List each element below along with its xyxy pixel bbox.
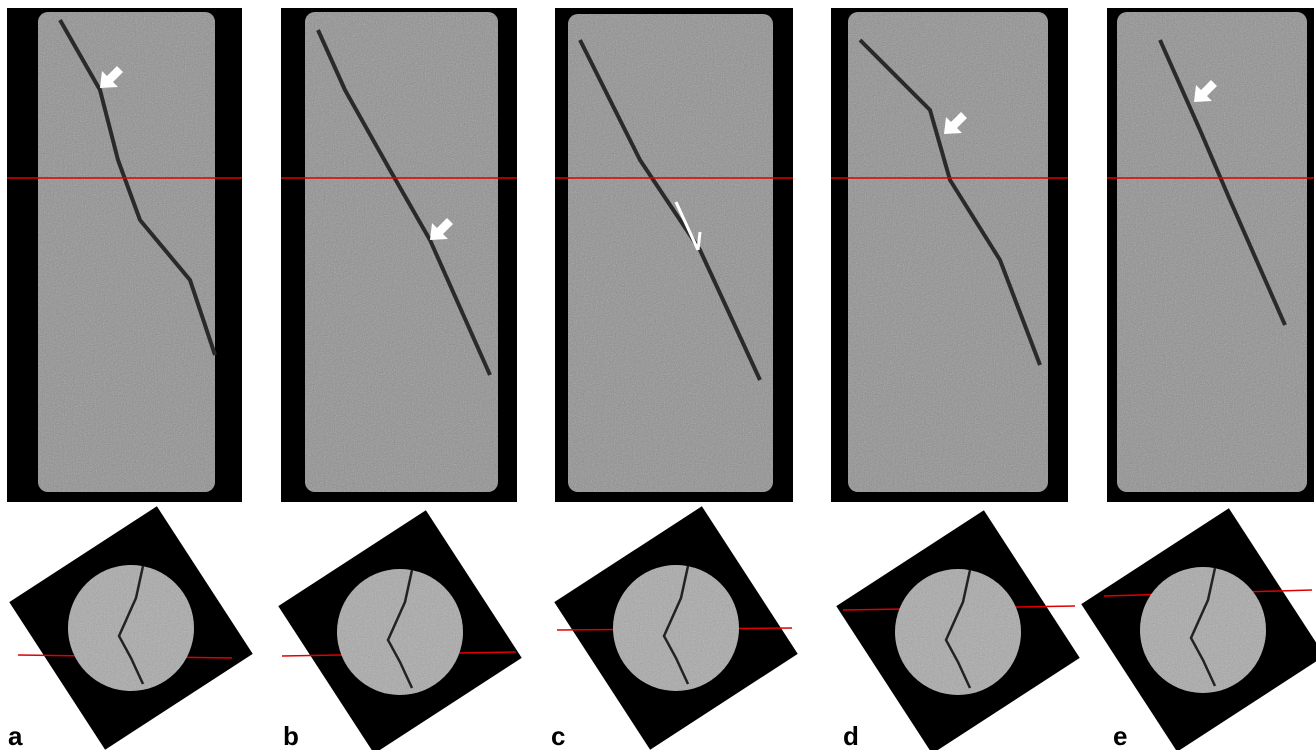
panel <box>7 8 253 750</box>
cross-section-disc <box>337 569 463 695</box>
arrow <box>944 112 967 134</box>
sample-texture <box>305 12 498 492</box>
disc-texture <box>895 569 1021 695</box>
disc-fracture <box>662 565 690 685</box>
disc-texture <box>68 565 194 691</box>
panel-label: b <box>283 721 299 750</box>
arrow <box>430 218 453 240</box>
panel <box>554 8 798 750</box>
disc-texture <box>337 569 463 695</box>
cross-section-disc <box>613 565 739 691</box>
sample-texture <box>38 12 215 492</box>
arrow <box>100 66 123 88</box>
cross-section-disc <box>895 569 1021 695</box>
disc-fracture <box>117 565 145 685</box>
panel-label: c <box>551 721 565 750</box>
sample-texture <box>568 14 773 492</box>
panel-label: a <box>8 721 23 750</box>
panel-label: e <box>1113 721 1127 750</box>
fracture <box>578 39 762 381</box>
panel-label: d <box>843 721 859 750</box>
fracture <box>58 19 217 356</box>
disc-fracture <box>386 569 414 689</box>
cross-section-disc <box>68 565 194 691</box>
cross-section-disc <box>1140 567 1266 693</box>
slip-arrow-head <box>696 231 702 251</box>
disc-texture <box>1140 567 1266 693</box>
fracture <box>1158 39 1287 326</box>
panel <box>831 8 1080 750</box>
slip-arrow <box>674 201 700 251</box>
panel <box>1081 8 1316 750</box>
fracture <box>316 29 492 376</box>
disc-texture <box>613 565 739 691</box>
disc-fracture <box>1189 567 1217 687</box>
fracture <box>858 38 1042 366</box>
sample-texture <box>848 12 1048 492</box>
disc-fracture <box>944 569 972 689</box>
arrow <box>1194 80 1217 102</box>
sample-texture <box>1117 12 1307 492</box>
